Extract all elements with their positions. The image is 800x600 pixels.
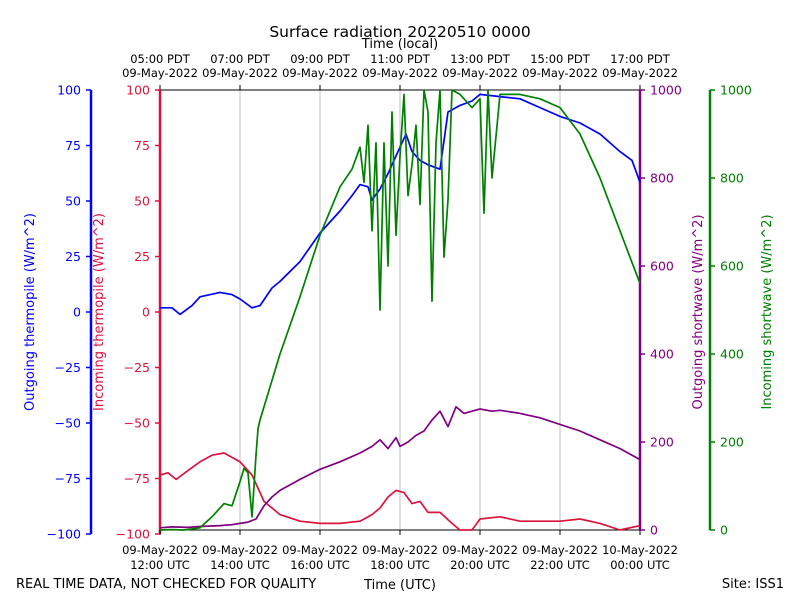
top-tick-label-time: 11:00 PDT <box>370 52 431 66</box>
x-tick-label-time: 22:00 UTC <box>530 558 590 572</box>
y-tick-label: 25 <box>65 249 81 264</box>
top-tick-label-time: 13:00 PDT <box>450 52 511 66</box>
y-tick-label: 100 <box>57 83 81 98</box>
y-tick-label: 800 <box>650 171 674 186</box>
y-tick-label: −25 <box>124 360 150 375</box>
chart-title: Surface radiation 20220510 0000 <box>269 23 530 41</box>
top-tick-label-time: 05:00 PDT <box>130 52 191 66</box>
outgoing-thermopile-label: Outgoing thermopile (W/m^2) <box>23 213 38 411</box>
x-tick-label-time: 14:00 UTC <box>210 558 270 572</box>
y-tick-label: 0 <box>73 305 81 320</box>
incoming-shortwave-line <box>159 89 641 531</box>
y-tick-label: 75 <box>65 138 81 153</box>
y-tick-label: −50 <box>55 416 81 431</box>
x-tick-label-date: 09-May-2022 <box>202 543 278 557</box>
y-tick-label: 600 <box>650 259 674 274</box>
y-tick-label: 25 <box>134 249 150 264</box>
y-tick-label: 1000 <box>720 83 752 98</box>
top-tick-label-date: 09-May-2022 <box>522 66 598 80</box>
y-tick-label: 600 <box>720 259 744 274</box>
incoming-shortwave-label: Incoming shortwave (W/m^2) <box>760 214 775 409</box>
x-tick-label-time: 20:00 UTC <box>450 558 510 572</box>
top-tick-label-time: 09:00 PDT <box>290 52 351 66</box>
y-tick-label: 75 <box>134 138 150 153</box>
top-tick-label-date: 09-May-2022 <box>122 66 198 80</box>
outgoing-shortwave-label: Outgoing shortwave (W/m^2) <box>691 214 706 409</box>
y-tick-label: 800 <box>720 171 744 186</box>
x-tick-label-date: 09-May-2022 <box>442 543 518 557</box>
incoming-thermopile-line <box>159 452 641 531</box>
top-tick-label-date: 09-May-2022 <box>362 66 438 80</box>
top-tick-label-date: 09-May-2022 <box>602 66 678 80</box>
outgoing-shortwave-line <box>159 405 641 529</box>
y-tick-label: −75 <box>55 471 81 486</box>
y-tick-label: −25 <box>55 360 81 375</box>
top-tick-label-time: 17:00 PDT <box>610 52 671 66</box>
x-tick-label-date: 09-May-2022 <box>122 543 198 557</box>
y-tick-label: −100 <box>116 527 150 542</box>
y-tick-label: 50 <box>65 194 81 209</box>
y-tick-label: 0 <box>650 523 658 538</box>
y-tick-label: −100 <box>47 527 81 542</box>
y-tick-label: 400 <box>650 347 674 362</box>
incoming-thermopile-label: Incoming thermopile (W/m^2) <box>92 213 107 411</box>
footer-right: Site: ISS1 <box>722 577 784 592</box>
top-axis-label: Time (local) <box>361 37 438 52</box>
y-tick-label: 1000 <box>650 83 682 98</box>
x-tick-label-date: 09-May-2022 <box>522 543 598 557</box>
footer-left: REAL TIME DATA, NOT CHECKED FOR QUALITY <box>16 577 316 592</box>
x-tick-label-time: 00:00 UTC <box>610 558 670 572</box>
y-tick-label: 400 <box>720 347 744 362</box>
x-axis-label: Time (UTC) <box>363 578 436 593</box>
y-tick-label: 200 <box>720 435 744 450</box>
x-tick-label-date: 10-May-2022 <box>602 543 678 557</box>
top-tick-label-date: 09-May-2022 <box>202 66 278 80</box>
x-tick-label-time: 12:00 UTC <box>130 558 190 572</box>
outgoing-thermopile-line <box>160 93 641 316</box>
data-series <box>159 89 641 531</box>
y-tick-label: 0 <box>720 523 728 538</box>
y-tick-label: 200 <box>650 435 674 450</box>
x-tick-label-date: 09-May-2022 <box>282 543 358 557</box>
top-tick-label-time: 07:00 PDT <box>210 52 271 66</box>
y-tick-label: 100 <box>126 83 150 98</box>
y-tick-label: 0 <box>142 305 150 320</box>
y-tick-label: 50 <box>134 194 150 209</box>
y-tick-label: −50 <box>124 416 150 431</box>
top-tick-label-time: 15:00 PDT <box>530 52 591 66</box>
x-tick-label-time: 16:00 UTC <box>290 558 350 572</box>
top-tick-label-date: 09-May-2022 <box>282 66 358 80</box>
x-tick-label-date: 09-May-2022 <box>362 543 438 557</box>
top-tick-label-date: 09-May-2022 <box>442 66 518 80</box>
y-tick-label: −75 <box>124 471 150 486</box>
x-tick-label-time: 18:00 UTC <box>370 558 430 572</box>
